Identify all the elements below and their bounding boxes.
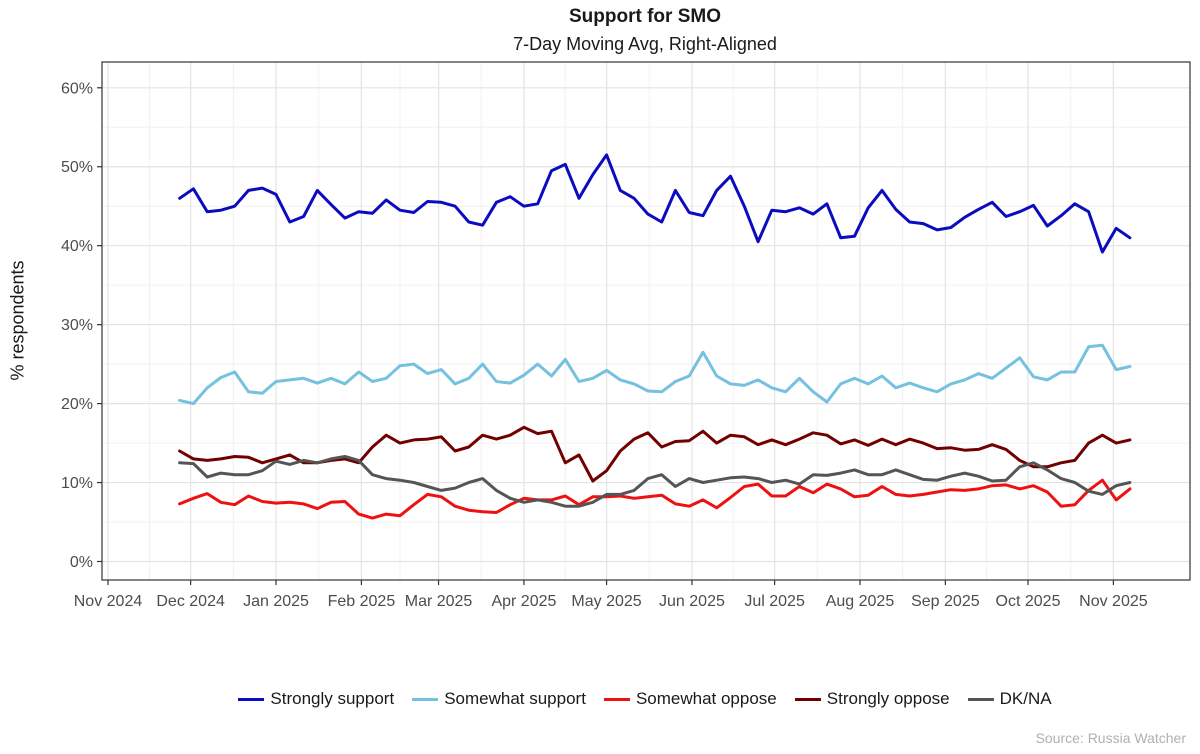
x-tick-label: Jan 2025	[243, 593, 309, 610]
legend-label: DK/NA	[999, 688, 1052, 708]
x-tick-label: Nov 2024	[74, 593, 143, 610]
x-tick-label: Dec 2024	[156, 593, 225, 610]
legend-key	[412, 697, 439, 701]
y-tick-label: 30%	[61, 317, 93, 334]
legend: Strongly support Somewhat support Somewhat…	[0, 688, 1200, 709]
x-tick-label: Nov 2025	[1079, 593, 1148, 610]
y-axis-label: % respondents	[7, 260, 28, 381]
series-line-strongly-support	[178, 153, 1132, 254]
series-line-somewhat-oppose	[178, 478, 1132, 520]
x-tick-label: Aug 2025	[826, 593, 895, 610]
y-tick-label: 40%	[61, 238, 93, 255]
legend-item: Strongly oppose	[794, 688, 950, 709]
y-tick-label: 0%	[70, 554, 93, 571]
legend-item: Somewhat support	[412, 689, 586, 709]
x-tick-label: Jul 2025	[744, 593, 805, 610]
x-tick-label: Jun 2025	[659, 593, 725, 610]
legend-label: Strongly support	[270, 688, 395, 708]
legend-key	[794, 697, 821, 701]
legend-item: DK/NA	[967, 688, 1052, 709]
y-tick-label: 20%	[61, 396, 93, 413]
x-tick-label: Oct 2025	[996, 593, 1061, 610]
legend-label: Strongly oppose	[826, 688, 950, 708]
legend-key	[967, 697, 994, 701]
chart-title: Support for SMO	[569, 6, 721, 27]
legend-key	[603, 697, 630, 701]
series-line-somewhat-support	[178, 343, 1132, 406]
legend-item: Somewhat oppose	[603, 688, 777, 709]
legend-key	[238, 697, 265, 701]
legend-label: Somewhat support	[444, 688, 586, 708]
y-tick-label: 50%	[61, 159, 93, 176]
series-line-dk-na	[178, 455, 1132, 508]
y-tick-label: 10%	[61, 475, 93, 492]
source-note: Source: Russia Watcher	[1035, 730, 1186, 746]
plot-panel-border	[101, 61, 1191, 581]
x-tick-label: Sep 2025	[911, 593, 980, 610]
x-tick-label: Feb 2025	[328, 593, 396, 610]
chart-subtitle: 7-Day Moving Avg, Right-Aligned	[513, 34, 777, 54]
legend-label: Somewhat oppose	[635, 688, 777, 708]
x-tick-label: Apr 2025	[491, 593, 556, 610]
x-tick-label: Mar 2025	[405, 593, 473, 610]
x-tick-label: May 2025	[571, 593, 641, 610]
y-tick-label: 60%	[61, 80, 93, 97]
legend-item: Strongly support	[238, 689, 394, 709]
series-line-strongly-oppose	[178, 425, 1132, 483]
